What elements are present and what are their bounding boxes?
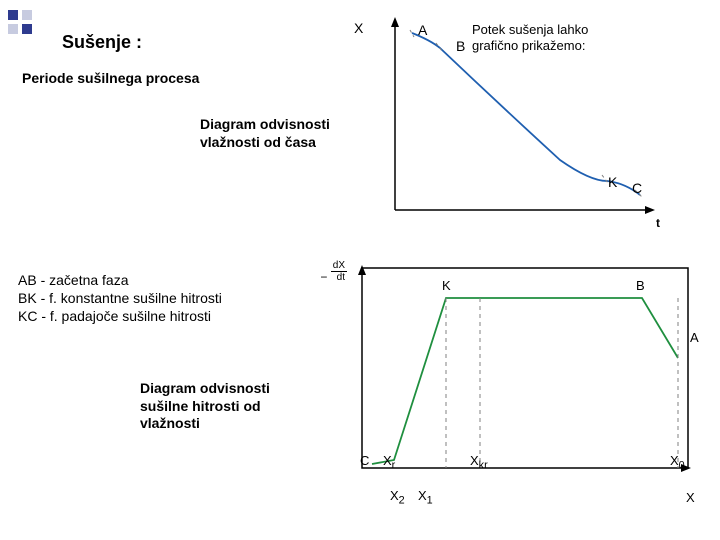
bullet-light-1 <box>22 10 32 20</box>
bullet-dark-2 <box>22 24 32 34</box>
bullet-dark-1 <box>8 10 18 20</box>
chart1-label-k: K <box>608 174 617 190</box>
legend-row-1: BK - f. konstantne sušilne hitrosti <box>18 290 222 306</box>
chart2-y-label: − dXdt <box>303 260 347 283</box>
chart2-y-label-frac: dXdt <box>331 260 347 283</box>
chart2-label-xkr-sub: kr <box>479 460 488 472</box>
legend-row-2: KC - f. padajoče sušilne hitrosti <box>18 308 211 324</box>
chart2-label-x0: X0 <box>670 453 685 472</box>
chart-rate-vs-x <box>350 260 700 505</box>
chart2-label-xr: Xr <box>383 453 395 472</box>
chart2-label-a: A <box>690 330 699 345</box>
chart1-title-text: Diagram odvisnosti vlažnosti od časa <box>200 116 330 150</box>
chart2-label-x2: X2 <box>390 488 405 507</box>
chart2-label-x1: X1 <box>418 488 433 507</box>
chart2-label-x0-sub: 0 <box>679 460 685 472</box>
legend-row-0: AB - začetna faza <box>18 272 129 288</box>
chart1-title: Diagram odvisnosti vlažnosti od časa <box>200 116 360 151</box>
chart2-label-xkr: Xkr <box>470 453 488 472</box>
chart2-label-k: K <box>442 278 451 293</box>
chart2-title-text: Diagram odvisnosti sušilne hitrosti od v… <box>140 380 270 431</box>
bullet-light-2 <box>8 24 18 34</box>
subheading: Periode sušilnega procesa <box>22 70 199 86</box>
chart2-x-label: X <box>686 490 695 505</box>
chart2-label-xr-sub: r <box>392 460 396 472</box>
page-title: Sušenje : <box>62 32 142 53</box>
chart2-label-x1-sub: 1 <box>427 495 433 507</box>
chart2-label-b: B <box>636 278 645 293</box>
chart1-label-c: C <box>632 180 642 196</box>
chart1-label-a: A <box>418 22 427 38</box>
chart2-label-x2-sub: 2 <box>399 495 405 507</box>
chart2-title: Diagram odvisnosti sušilne hitrosti od v… <box>140 380 310 433</box>
chart-x-vs-t <box>380 15 660 225</box>
chart2-y-label-minus: − <box>320 270 330 284</box>
chart1-x-label: t <box>656 216 660 230</box>
chart1-y-label: X <box>354 20 363 36</box>
chart1-label-b: B <box>456 38 465 54</box>
chart2-label-c: C <box>360 453 369 468</box>
